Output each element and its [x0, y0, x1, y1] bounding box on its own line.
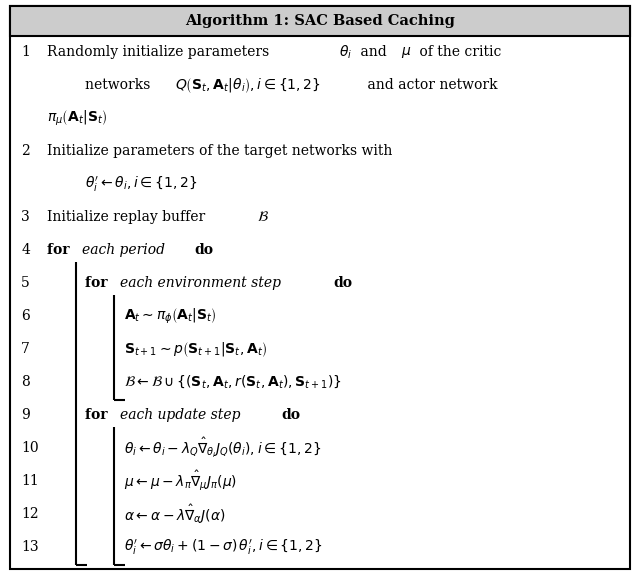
- Text: Randomly initialize parameters: Randomly initialize parameters: [47, 45, 273, 59]
- Text: $\pi_\mu\left(\mathbf{A}_t|\mathbf{S}_t\right)$: $\pi_\mu\left(\mathbf{A}_t|\mathbf{S}_t\…: [47, 109, 107, 128]
- Text: 5: 5: [21, 276, 30, 290]
- Text: $\mathbf{A}_t \sim \pi_\phi\left(\mathbf{A}_t|\mathbf{S}_t\right)$: $\mathbf{A}_t \sim \pi_\phi\left(\mathbf…: [124, 306, 216, 325]
- Text: Algorithm 1: SAC Based Caching: Algorithm 1: SAC Based Caching: [185, 14, 455, 28]
- Text: $Q\left(\mathbf{S}_t, \mathbf{A}_t|\theta_i\right), i \in \{1, 2\}$: $Q\left(\mathbf{S}_t, \mathbf{A}_t|\thet…: [175, 76, 321, 95]
- Text: $\theta_i$: $\theta_i$: [339, 44, 352, 61]
- Text: 7: 7: [21, 342, 30, 356]
- Text: do: do: [282, 408, 301, 422]
- Text: $\alpha \leftarrow \alpha - \lambda \hat{\nabla}_\alpha J\left(\alpha\right)$: $\alpha \leftarrow \alpha - \lambda \hat…: [124, 503, 225, 526]
- Text: networks: networks: [85, 78, 155, 92]
- Text: 4: 4: [21, 243, 30, 257]
- Text: $\mu$: $\mu$: [401, 45, 412, 60]
- Text: 3: 3: [21, 210, 30, 224]
- Text: $\mu \leftarrow \mu - \lambda_\pi \hat{\nabla}_\mu J_\pi\left(\mu\right)$: $\mu \leftarrow \mu - \lambda_\pi \hat{\…: [124, 469, 237, 493]
- Text: 8: 8: [21, 375, 30, 389]
- Text: 10: 10: [21, 441, 39, 455]
- Text: and actor network: and actor network: [364, 78, 498, 92]
- Text: each environment step: each environment step: [120, 276, 286, 290]
- Text: $\mathcal{B} \leftarrow \mathcal{B} \cup \{(\mathbf{S}_t, \mathbf{A}_t, r\left(\: $\mathcal{B} \leftarrow \mathcal{B} \cup…: [124, 374, 341, 390]
- Text: do: do: [334, 276, 353, 290]
- Bar: [10, 6, 630, 36]
- Text: 9: 9: [21, 408, 30, 422]
- Text: each update step: each update step: [120, 408, 245, 422]
- Text: 6: 6: [21, 309, 30, 323]
- Text: $\theta_i^{\prime} \leftarrow \theta_i, i \in \{1, 2\}$: $\theta_i^{\prime} \leftarrow \theta_i, …: [85, 174, 198, 194]
- Text: $\theta_i \leftarrow \theta_i - \lambda_Q \hat{\nabla}_{\theta_i} J_Q\left(\thet: $\theta_i \leftarrow \theta_i - \lambda_…: [124, 436, 321, 460]
- Text: $\theta_i^{\prime} \leftarrow \sigma\theta_i + (1 - \sigma)\,\theta_i^{\prime}, : $\theta_i^{\prime} \leftarrow \sigma\the…: [124, 538, 322, 557]
- Text: do: do: [195, 243, 214, 257]
- Text: $\mathcal{B}$: $\mathcal{B}$: [257, 210, 268, 224]
- Text: 13: 13: [21, 540, 39, 554]
- Text: for: for: [85, 408, 113, 422]
- Text: Initialize parameters of the target networks with: Initialize parameters of the target netw…: [47, 144, 392, 158]
- Text: and: and: [356, 45, 391, 59]
- Text: for: for: [47, 243, 74, 257]
- Text: each period: each period: [82, 243, 170, 257]
- Text: $\mathbf{S}_{t+1} \sim p\left(\mathbf{S}_{t+1}|\mathbf{S}_t, \mathbf{A}_t\right): $\mathbf{S}_{t+1} \sim p\left(\mathbf{S}…: [124, 340, 267, 359]
- Text: Initialize replay buffer: Initialize replay buffer: [47, 210, 209, 224]
- Text: for: for: [85, 276, 113, 290]
- Text: 2: 2: [21, 144, 30, 158]
- Text: 11: 11: [21, 474, 39, 488]
- Text: 12: 12: [21, 507, 39, 521]
- Text: 1: 1: [21, 45, 30, 59]
- Text: of the critic: of the critic: [415, 45, 501, 59]
